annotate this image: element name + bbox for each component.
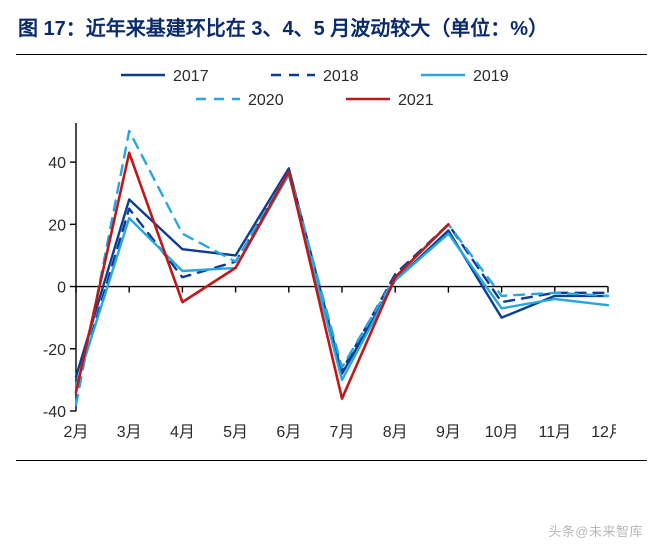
- line-chart: 2017 2018 2019 2020 2021 -40 -20 0 20 40 2月 3月 4月 5月 6…: [16, 59, 616, 449]
- svg-text:-40: -40: [43, 404, 66, 421]
- svg-text:10月: 10月: [485, 424, 519, 441]
- chart-container: 2017 2018 2019 2020 2021 -40 -20 0 20 40 2月 3月 4月 5月 6…: [16, 59, 647, 454]
- svg-text:2020: 2020: [248, 92, 284, 109]
- svg-text:11月: 11月: [538, 424, 571, 441]
- svg-text:4月: 4月: [170, 424, 195, 441]
- svg-text:2018: 2018: [323, 68, 359, 85]
- bottom-rule: [16, 460, 647, 461]
- figure-title: 图 17：近年来基建环比在 3、4、5 月波动较大（单位：%）: [0, 0, 663, 54]
- watermark: 头条@未来智库: [548, 521, 643, 540]
- svg-text:2021: 2021: [398, 92, 434, 109]
- svg-text:20: 20: [48, 217, 66, 234]
- svg-text:6月: 6月: [276, 424, 301, 441]
- svg-text:40: 40: [48, 155, 66, 172]
- top-rule: [16, 54, 647, 55]
- svg-text:7月: 7月: [330, 424, 355, 441]
- svg-text:-20: -20: [43, 342, 66, 359]
- svg-text:5月: 5月: [223, 424, 248, 441]
- svg-text:2017: 2017: [173, 68, 209, 85]
- svg-text:3月: 3月: [117, 424, 142, 441]
- svg-text:8月: 8月: [383, 424, 408, 441]
- svg-text:2月: 2月: [64, 424, 89, 441]
- svg-text:12月: 12月: [591, 424, 616, 441]
- svg-text:0: 0: [57, 280, 66, 297]
- svg-text:2019: 2019: [473, 68, 509, 85]
- svg-text:9月: 9月: [436, 424, 461, 441]
